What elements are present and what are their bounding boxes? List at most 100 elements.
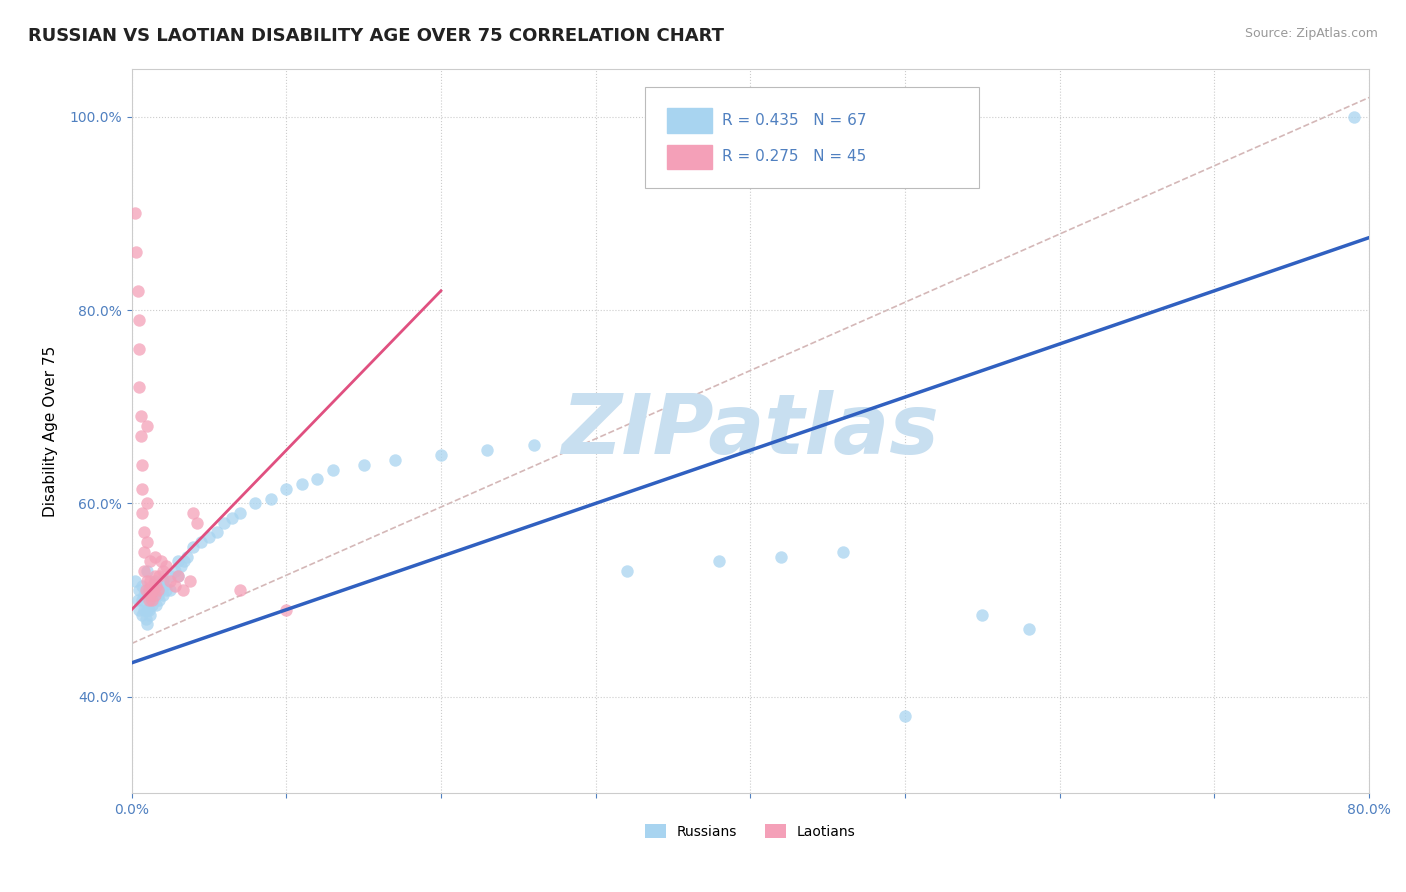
Text: ZIPatlas: ZIPatlas [561,391,939,471]
FancyBboxPatch shape [668,145,711,169]
Point [128,313,150,327]
Point [322,462,344,476]
Point [148,578,170,592]
Point [176,549,198,564]
Point [709,554,731,568]
Point [139,588,162,602]
Point [131,458,153,472]
Point [141,578,163,592]
Point [127,284,149,298]
Point [132,564,155,578]
Point [163,564,186,578]
Point [260,491,283,506]
Point [136,574,159,588]
Point [136,496,159,510]
Point [142,583,165,598]
Point [146,588,169,602]
Point [132,588,155,602]
Point [205,525,228,540]
Point [832,545,855,559]
Point [138,588,160,602]
Point [143,574,166,588]
Point [128,380,150,394]
Point [179,574,201,588]
Point [353,458,375,472]
Point [214,516,236,530]
Point [134,612,156,626]
Point [1018,622,1040,636]
Point [131,593,153,607]
Point [127,593,149,607]
Point [131,482,153,496]
Point [141,598,163,612]
Point [136,583,159,598]
Point [143,549,166,564]
Point [141,583,163,598]
Point [141,593,163,607]
Point [131,578,153,592]
Point [172,583,194,598]
Point [291,477,314,491]
Point [142,593,165,607]
Point [616,564,638,578]
Point [145,583,167,598]
Point [138,583,160,598]
Point [148,569,170,583]
Text: Source: ZipAtlas.com: Source: ZipAtlas.com [1244,27,1378,40]
Point [146,583,169,598]
Point [245,496,267,510]
Point [153,578,176,592]
Point [132,545,155,559]
Point [183,540,205,554]
Point [134,583,156,598]
Point [167,554,190,568]
Point [143,588,166,602]
Point [129,409,152,424]
Point [145,578,167,592]
Point [159,569,181,583]
Point [430,448,453,462]
Point [894,709,917,723]
Point [136,617,159,632]
Point [163,578,186,592]
Point [138,603,160,617]
Point [136,535,159,549]
Point [152,588,174,602]
Point [131,607,153,622]
Point [131,506,153,520]
Point [139,593,162,607]
Point [229,583,252,598]
Point [152,574,174,588]
Point [145,598,167,612]
Point [159,583,181,598]
Text: R = 0.435   N = 67: R = 0.435 N = 67 [721,113,866,128]
Point [183,506,205,520]
Point [384,453,406,467]
Point [477,443,499,458]
Point [139,574,162,588]
FancyBboxPatch shape [645,87,979,188]
Point [770,549,793,564]
Point [128,342,150,356]
Point [138,593,160,607]
Point [143,569,166,583]
Point [124,574,146,588]
Point [128,603,150,617]
Point [167,569,190,583]
Point [139,607,162,622]
Point [229,506,252,520]
Point [148,593,170,607]
Legend: Russians, Laotians: Russians, Laotians [640,819,862,845]
Point [132,525,155,540]
Point [128,583,150,598]
Point [124,206,146,220]
Point [190,535,212,549]
Point [136,564,159,578]
Point [1343,110,1365,124]
Point [149,583,172,598]
Point [173,554,195,568]
Point [170,559,193,574]
Point [523,438,546,452]
Point [155,559,177,574]
Point [152,564,174,578]
